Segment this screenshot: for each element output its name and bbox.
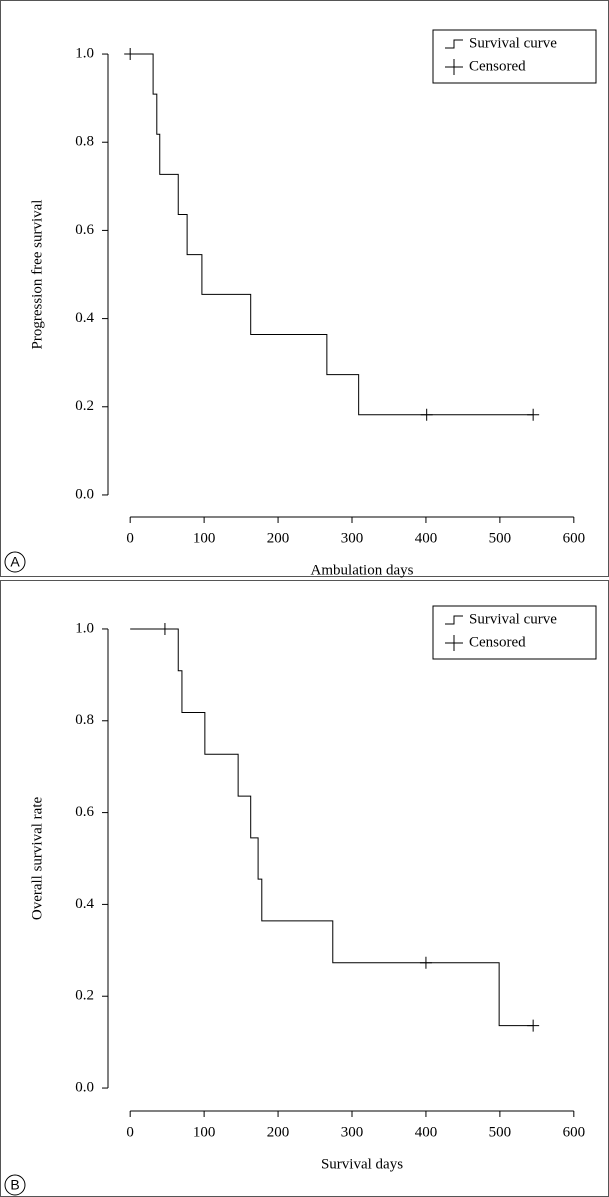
x-tick-label: 0 [126,1124,134,1140]
censor-mark [124,48,137,61]
censor-mark [158,622,171,635]
y-tick-label: 0.8 [75,712,94,728]
panel-label: A [10,554,20,570]
panel-frame [0,580,609,1197]
x-axis-label: Ambulation days [311,562,414,578]
survival-curve [130,628,534,1027]
x-tick-label: 300 [341,1124,364,1140]
legend-label: Censored [469,634,526,650]
x-tick-label: 200 [267,1124,290,1140]
y-tick-label: 0.2 [75,398,94,414]
x-tick-label: 200 [267,530,290,546]
panel-badge [4,551,26,573]
x-tick-label: 100 [193,530,216,546]
legend-label: Survival curve [469,611,557,627]
censor-mark [420,408,433,421]
survival-curve [130,53,534,416]
y-tick-label: 0.6 [75,222,94,238]
panel-label: B [10,1177,19,1193]
censor-mark [419,956,432,969]
y-tick-label: 0.8 [75,134,94,150]
x-tick-label: 300 [341,530,364,546]
legend-symbol [445,39,463,49]
x-tick-label: 500 [489,1124,512,1140]
y-axis-label: Progression free survival [29,200,45,350]
legend-box [432,29,597,84]
x-tick-label: 0 [126,530,134,546]
x-tick-label: 600 [563,530,586,546]
x-tick-label: 600 [563,1124,586,1140]
x-tick-label: 500 [489,530,512,546]
legend-label: Censored [469,58,526,74]
legend-box [432,605,597,660]
censor-mark [527,1019,540,1032]
y-tick-label: 0.4 [75,310,94,326]
censor-mark [527,408,540,421]
legend-symbol [445,59,463,75]
y-tick-label: 1.0 [75,45,94,61]
y-tick-label: 1.0 [75,620,94,636]
legend-symbol [445,635,463,651]
panel-badge [4,1174,26,1196]
y-tick-label: 0.0 [75,486,94,502]
legend-symbol [445,615,463,625]
y-tick-label: 0.0 [75,1079,94,1095]
y-axis-label: Overall survival rate [29,797,45,921]
x-tick-label: 400 [415,530,438,546]
y-tick-label: 0.4 [75,896,94,912]
y-tick-label: 0.2 [75,988,94,1004]
legend-label: Survival curve [469,35,557,51]
y-tick-label: 0.6 [75,804,94,820]
x-tick-label: 100 [193,1124,216,1140]
x-tick-label: 400 [415,1124,438,1140]
x-axis-label: Survival days [321,1156,403,1172]
